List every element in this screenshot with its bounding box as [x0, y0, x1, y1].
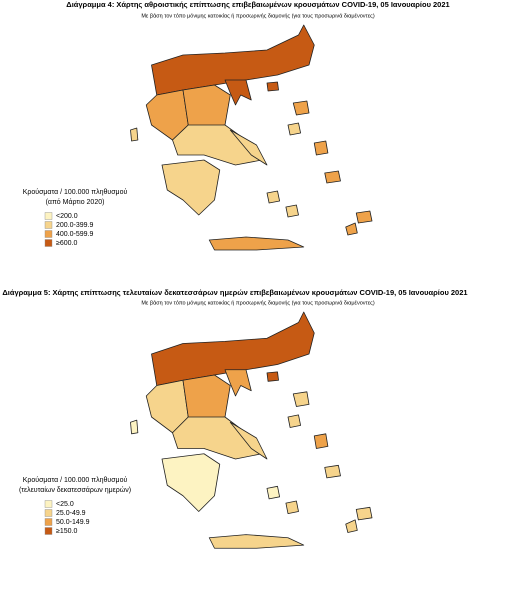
region: [229, 421, 268, 460]
region: [285, 500, 299, 514]
legend-swatch: [44, 212, 53, 220]
region: [224, 369, 252, 397]
region: [285, 204, 299, 218]
legend-label: ≥600.0: [56, 240, 77, 247]
legend-title: (από Μάρτιο 2020): [46, 198, 105, 206]
region: [266, 371, 279, 382]
map-title: Διάγραμμα 5: Χάρτης επίπτωσης τελευταίων…: [2, 288, 467, 297]
legend-label: <200.0: [56, 213, 78, 220]
region: [355, 506, 373, 521]
region: [182, 84, 231, 131]
legend-label: 200.0-399.9: [56, 222, 93, 229]
legend-swatch: [44, 527, 53, 535]
region: [292, 100, 310, 116]
legend-label: <25.0: [56, 501, 74, 508]
region: [287, 122, 302, 136]
legend-swatch: [44, 518, 53, 526]
legend-title: Κρούσματα / 100.000 πληθυσμού: [23, 476, 128, 484]
legend-label: ≥150.0: [56, 528, 77, 535]
legend-swatch: [44, 221, 53, 229]
region: [161, 159, 221, 216]
legend-swatch: [44, 500, 53, 508]
region: [345, 222, 358, 236]
region: [130, 127, 139, 142]
legend-label: 50.0-149.9: [56, 519, 90, 526]
region: [161, 453, 221, 512]
map-subtitle: Με βάση τον τόπο μόνιμης κατοικίας ή προ…: [141, 12, 374, 19]
legend-title: (τελευταίων δεκατεσσάρων ημερών): [19, 486, 131, 494]
region: [324, 170, 341, 184]
legend-swatch: [44, 509, 53, 517]
region: [130, 419, 139, 435]
region: [313, 433, 329, 449]
region: [355, 210, 373, 224]
region: [266, 190, 281, 204]
region: [266, 485, 281, 500]
legend-title: Κρούσματα / 100.000 πληθυσμού: [23, 188, 128, 196]
region: [229, 129, 268, 166]
region: [324, 464, 341, 479]
legend-swatch: [44, 239, 53, 247]
legend-label: 25.0-49.9: [56, 510, 86, 517]
region: [345, 519, 358, 533]
map-subtitle: Με βάση τον τόπο μόνιμης κατοικίας ή προ…: [141, 299, 374, 306]
region: [182, 374, 231, 423]
region: [292, 391, 310, 407]
region: [266, 81, 279, 92]
region: [224, 79, 252, 106]
map-title: Διάγραμμα 4: Χάρτης αθροιστικής επίπτωση…: [66, 0, 449, 9]
region: [208, 534, 305, 549]
region: [313, 140, 329, 156]
region: [208, 236, 305, 251]
region: [287, 414, 302, 428]
legend-swatch: [44, 230, 53, 238]
legend-label: 400.0-599.9: [56, 231, 93, 238]
